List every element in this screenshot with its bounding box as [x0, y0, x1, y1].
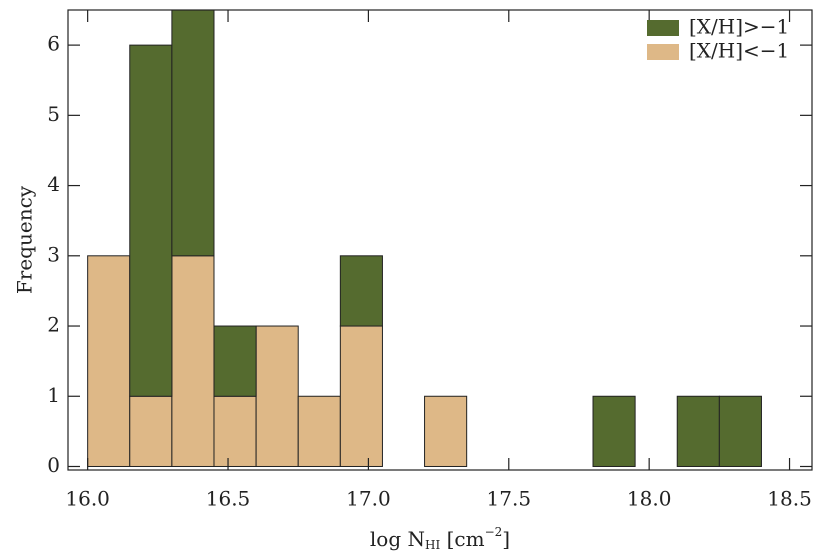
x-tick-label: 17.5	[487, 487, 532, 511]
x-tick-label: 18.0	[627, 487, 672, 511]
legend-label: [X/H]>−1	[689, 15, 789, 39]
y-tick-label: 2	[47, 313, 60, 337]
bar	[255, 325, 299, 467]
legend-label: [X/H]<−1	[689, 39, 789, 63]
x-axis-label: log NHI [cm−2]	[370, 525, 510, 552]
y-tick-label: 4	[47, 172, 60, 196]
bar	[339, 255, 383, 327]
y-tick-label: 5	[47, 102, 60, 126]
bar	[129, 44, 173, 397]
x-label-sup: −2	[485, 525, 503, 539]
legend-swatch	[647, 44, 679, 60]
y-tick-label: 3	[47, 242, 60, 266]
bar	[171, 10, 215, 257]
bar	[424, 395, 468, 467]
bar	[213, 395, 257, 467]
x-label-part: log N	[370, 527, 425, 551]
x-tick-label: 16.5	[206, 487, 251, 511]
x-label-part: ]	[502, 527, 510, 551]
y-tick-label: 0	[47, 453, 60, 477]
bar	[718, 395, 762, 467]
x-label-sub: HI	[425, 538, 440, 552]
bar	[297, 395, 341, 467]
y-tick-label: 6	[47, 32, 60, 56]
bar	[87, 255, 131, 467]
bar	[676, 395, 720, 467]
x-tick-label: 16.0	[65, 487, 110, 511]
y-tick-label: 1	[47, 383, 60, 407]
x-label-part: [cm	[440, 527, 484, 551]
bar	[592, 395, 636, 467]
bar	[171, 255, 215, 467]
bar	[213, 325, 257, 397]
y-axis-label: Frequency	[13, 185, 37, 294]
bar	[339, 325, 383, 467]
x-tick-label: 17.0	[346, 487, 391, 511]
plot-frame	[67, 9, 813, 471]
legend-swatch	[647, 20, 679, 36]
x-tick-label: 18.5	[767, 487, 812, 511]
bar	[129, 395, 173, 467]
